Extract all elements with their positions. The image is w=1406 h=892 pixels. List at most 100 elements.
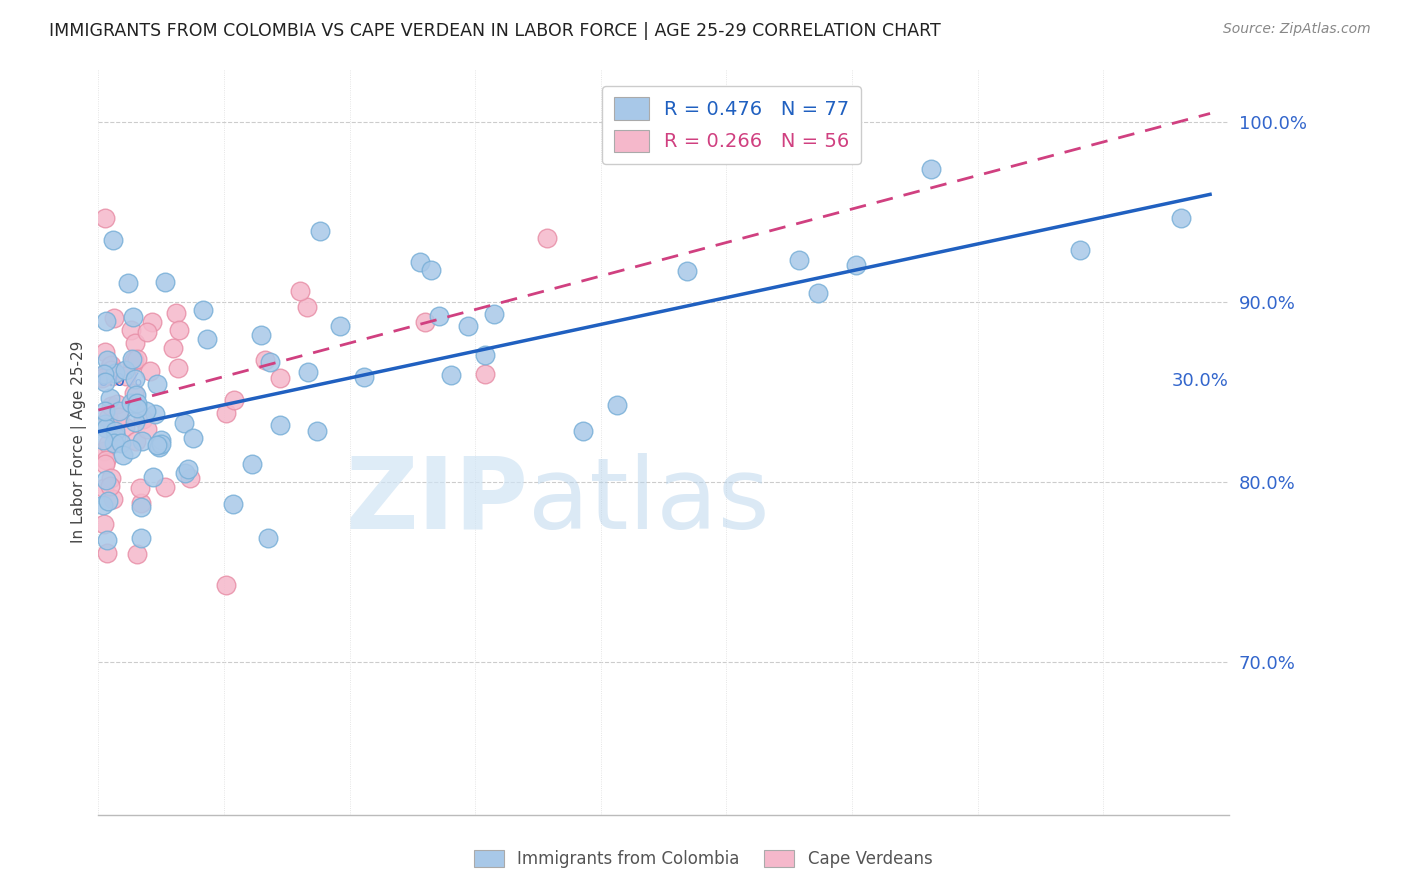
Text: 30.0%: 30.0% xyxy=(1173,372,1229,390)
Point xyxy=(1069,244,1091,258)
Point xyxy=(256,531,278,545)
Point xyxy=(91,371,114,385)
Point xyxy=(269,418,291,433)
Point xyxy=(240,457,263,471)
Point xyxy=(146,377,169,392)
Point xyxy=(135,422,157,436)
Point xyxy=(181,431,204,445)
Point xyxy=(122,386,145,401)
Point xyxy=(307,424,329,438)
Point xyxy=(149,437,172,451)
Point xyxy=(149,433,172,447)
Point xyxy=(162,342,184,356)
Point xyxy=(120,322,142,336)
Point xyxy=(807,286,830,301)
Point xyxy=(845,258,868,272)
Point xyxy=(148,440,170,454)
Point xyxy=(98,392,121,406)
Point xyxy=(135,404,157,418)
Point xyxy=(606,398,628,412)
Y-axis label: In Labor Force | Age 25-29: In Labor Force | Age 25-29 xyxy=(72,341,87,542)
Point xyxy=(100,363,122,377)
Point xyxy=(124,416,146,430)
Point xyxy=(482,307,505,321)
Point xyxy=(93,375,115,389)
Point xyxy=(165,306,187,320)
Point xyxy=(93,517,115,532)
Point xyxy=(103,311,125,326)
Point xyxy=(124,336,146,351)
Point xyxy=(173,416,195,430)
Point xyxy=(413,315,436,329)
Point xyxy=(122,310,145,324)
Text: ZIP: ZIP xyxy=(344,453,529,549)
Point xyxy=(104,430,127,444)
Point xyxy=(127,352,149,367)
Point xyxy=(127,395,149,409)
Point xyxy=(222,497,245,511)
Point xyxy=(179,471,201,485)
Point xyxy=(100,399,122,413)
Point xyxy=(288,284,311,298)
Point xyxy=(297,365,319,379)
Point xyxy=(132,411,155,425)
Point xyxy=(107,410,129,425)
Point xyxy=(94,473,117,487)
Point xyxy=(409,255,432,269)
Point xyxy=(127,401,149,416)
Point xyxy=(129,495,152,509)
Point xyxy=(121,351,143,366)
Point xyxy=(135,325,157,339)
Point xyxy=(191,302,214,317)
Point xyxy=(97,494,120,508)
Point xyxy=(93,444,115,458)
Point xyxy=(329,318,352,333)
Point xyxy=(675,263,697,277)
Point xyxy=(153,276,176,290)
Point xyxy=(96,546,118,560)
Point xyxy=(297,300,319,314)
Point xyxy=(104,424,127,438)
Point xyxy=(103,436,125,450)
Point xyxy=(141,315,163,329)
Point xyxy=(259,354,281,368)
Point xyxy=(142,470,165,484)
Point xyxy=(146,438,169,452)
Point xyxy=(91,369,114,384)
Point xyxy=(110,435,132,450)
Point xyxy=(167,361,190,376)
Point xyxy=(571,424,593,438)
Point xyxy=(107,404,129,418)
Point xyxy=(94,404,117,418)
Point xyxy=(474,348,496,362)
Legend: R = 0.476   N = 77, R = 0.266   N = 56: R = 0.476 N = 77, R = 0.266 N = 56 xyxy=(602,86,860,163)
Point xyxy=(117,276,139,290)
Point xyxy=(97,410,120,425)
Point xyxy=(101,492,124,507)
Point xyxy=(153,480,176,494)
Point xyxy=(94,211,117,226)
Point xyxy=(121,357,143,371)
Point xyxy=(167,323,190,337)
Point xyxy=(222,393,245,408)
Point xyxy=(269,371,291,385)
Point xyxy=(131,531,153,545)
Point xyxy=(214,578,236,592)
Point xyxy=(98,479,121,493)
Point xyxy=(124,372,146,386)
Point xyxy=(114,419,136,434)
Point xyxy=(91,433,114,447)
Point xyxy=(101,233,124,247)
Legend: Immigrants from Colombia, Cape Verdeans: Immigrants from Colombia, Cape Verdeans xyxy=(467,843,939,875)
Point xyxy=(420,262,443,277)
Point xyxy=(253,353,276,368)
Point xyxy=(195,332,218,346)
Point xyxy=(474,367,496,381)
Point xyxy=(100,358,122,372)
Point xyxy=(96,353,118,368)
Point xyxy=(125,434,148,449)
Point xyxy=(96,314,118,328)
Point xyxy=(94,453,117,467)
Point xyxy=(174,467,197,481)
Point xyxy=(114,363,136,377)
